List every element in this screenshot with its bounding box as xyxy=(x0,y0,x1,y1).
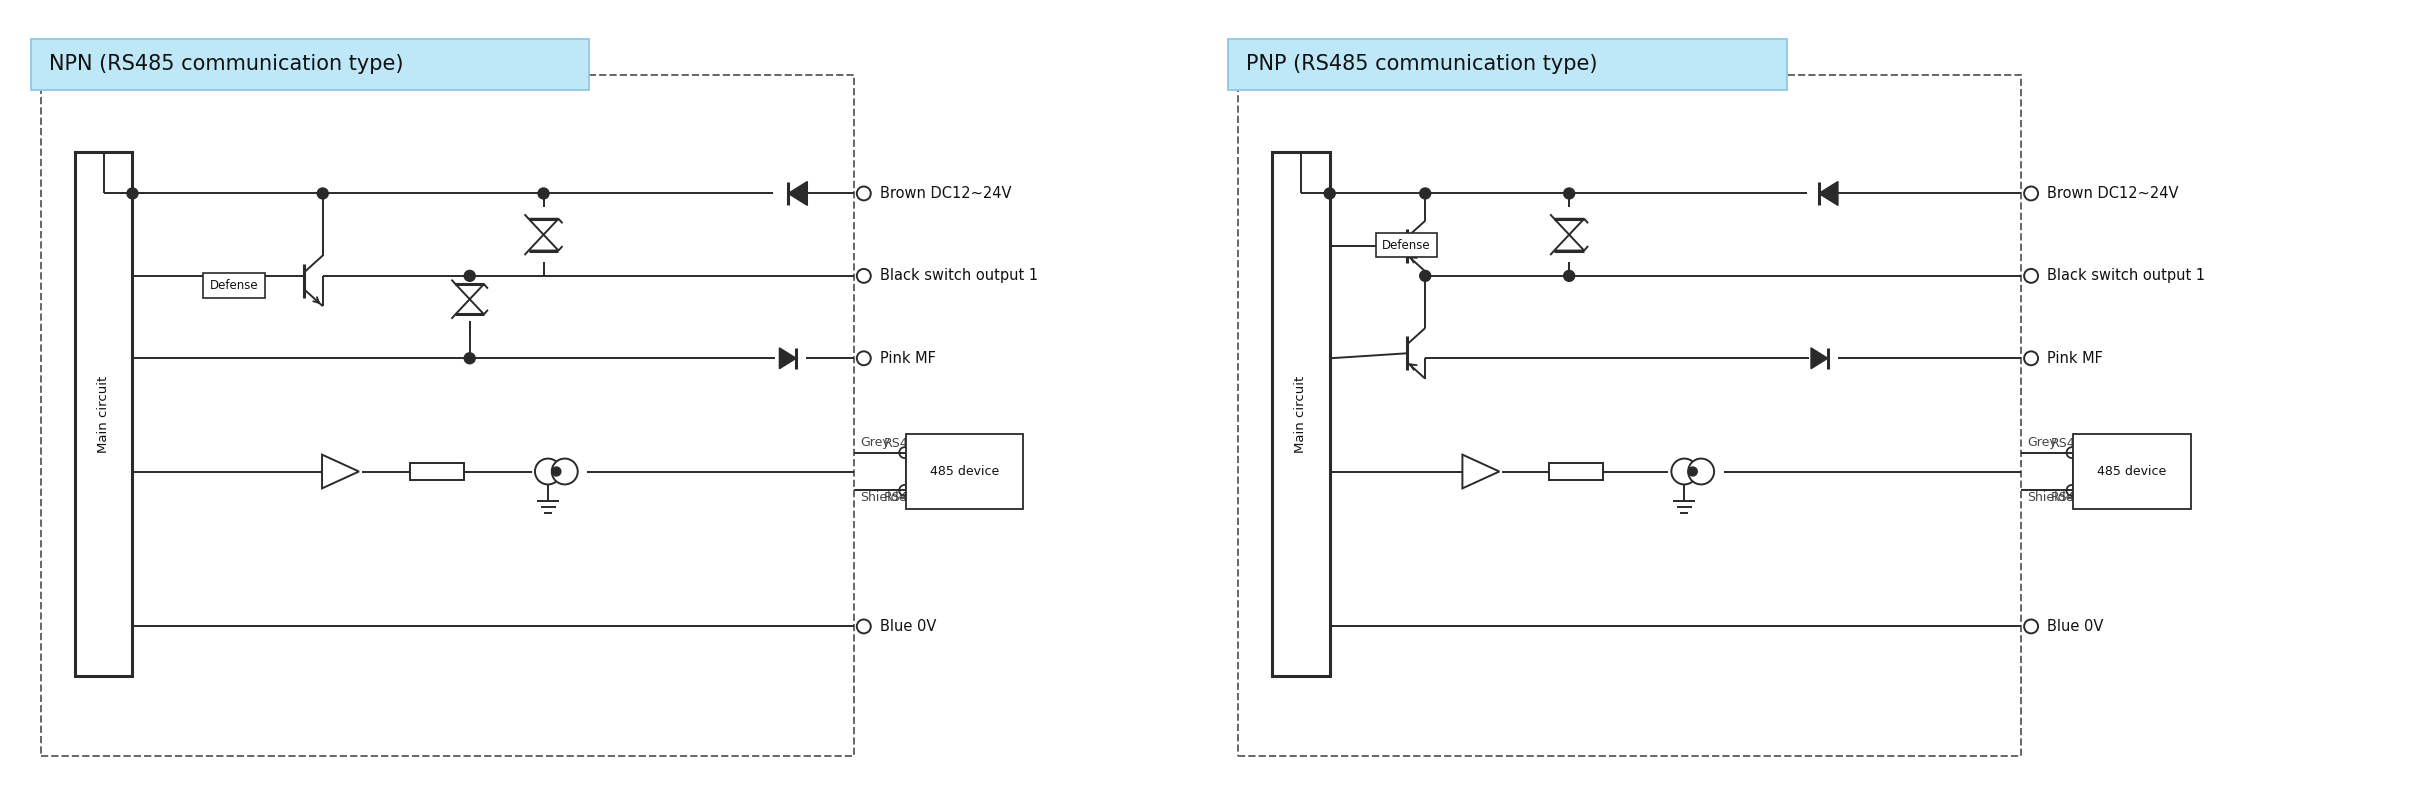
Polygon shape xyxy=(1811,348,1828,369)
Text: Blue 0V: Blue 0V xyxy=(2048,619,2103,634)
FancyBboxPatch shape xyxy=(31,38,589,90)
Text: RS485(A+): RS485(A+) xyxy=(884,437,954,450)
Text: 485 device: 485 device xyxy=(930,465,1000,478)
Text: Grey: Grey xyxy=(860,436,889,449)
Text: Brown DC12~24V: Brown DC12~24V xyxy=(2048,186,2178,201)
Text: Shielded: Shielded xyxy=(2026,491,2082,504)
Text: 485 device: 485 device xyxy=(2096,465,2166,478)
Bar xyxy=(1548,462,1604,481)
Text: Pink MF: Pink MF xyxy=(2048,350,2103,366)
Text: Defense: Defense xyxy=(210,279,258,292)
Bar xyxy=(203,274,266,298)
Text: Pink MF: Pink MF xyxy=(879,350,935,366)
Circle shape xyxy=(1688,467,1698,476)
Text: Shielded: Shielded xyxy=(860,491,915,504)
Circle shape xyxy=(551,458,577,485)
Bar xyxy=(2072,434,2190,510)
Circle shape xyxy=(1563,188,1575,199)
Text: Main circuit: Main circuit xyxy=(97,375,111,453)
Text: RS485(B-): RS485(B-) xyxy=(884,491,947,504)
Circle shape xyxy=(1671,458,1698,485)
Bar xyxy=(1377,233,1437,258)
Circle shape xyxy=(128,188,138,199)
Polygon shape xyxy=(780,348,797,369)
Circle shape xyxy=(464,270,476,282)
Text: Grey: Grey xyxy=(2026,436,2058,449)
Circle shape xyxy=(1323,188,1335,199)
Text: Black switch output 1: Black switch output 1 xyxy=(2048,268,2205,283)
Circle shape xyxy=(1420,270,1430,282)
Circle shape xyxy=(539,188,548,199)
Text: Main circuit: Main circuit xyxy=(1294,375,1307,453)
Circle shape xyxy=(316,188,328,199)
Bar xyxy=(1239,75,2021,755)
Circle shape xyxy=(1688,458,1715,485)
Text: NPN (RS485 communication type): NPN (RS485 communication type) xyxy=(48,54,403,74)
Text: PNP (RS485 communication type): PNP (RS485 communication type) xyxy=(1246,54,1596,74)
Bar xyxy=(41,75,855,755)
Circle shape xyxy=(464,353,476,364)
Circle shape xyxy=(1563,270,1575,282)
Text: RS485(B-): RS485(B-) xyxy=(2050,491,2116,504)
Bar xyxy=(411,462,464,481)
Text: Blue 0V: Blue 0V xyxy=(879,619,937,634)
Text: Defense: Defense xyxy=(1381,238,1430,251)
Polygon shape xyxy=(787,182,807,206)
Text: Black switch output 1: Black switch output 1 xyxy=(879,268,1038,283)
Bar xyxy=(75,152,133,676)
Circle shape xyxy=(1420,188,1430,199)
FancyBboxPatch shape xyxy=(1227,38,1787,90)
Text: RS485(A+): RS485(A+) xyxy=(2050,437,2120,450)
Text: Brown DC12~24V: Brown DC12~24V xyxy=(879,186,1012,201)
Bar xyxy=(1273,152,1331,676)
Circle shape xyxy=(536,458,560,485)
Polygon shape xyxy=(1818,182,1838,206)
Bar xyxy=(906,434,1024,510)
Circle shape xyxy=(553,467,560,476)
